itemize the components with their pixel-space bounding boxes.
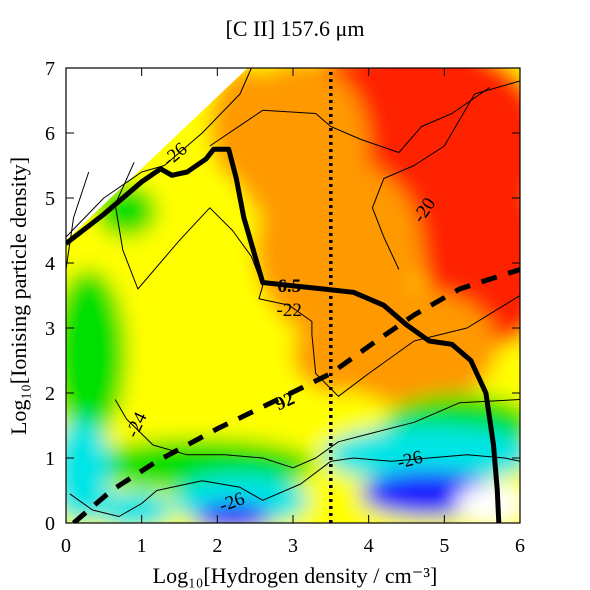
x-axis-ticks: 0 1 2 3 4 5 6 — [61, 68, 525, 557]
y-tick-label: 1 — [45, 448, 55, 470]
plot-area: -20-22-24-26-26-266.592 — [66, 68, 520, 523]
x-axis-label: Log₁₀[Hydrogen density / cm⁻³] — [153, 563, 438, 588]
y-tick-label: 2 — [45, 383, 55, 405]
heatmap-cell — [96, 490, 172, 523]
heatmap-cell — [96, 185, 157, 237]
heatmap-cell — [323, 425, 520, 484]
heatmap — [66, 68, 520, 523]
y-tick-label: 5 — [45, 188, 55, 210]
contour-line — [69, 454, 520, 517]
y-tick-label: 0 — [45, 513, 55, 535]
y-tick-label: 3 — [45, 318, 55, 340]
contour-lines — [66, 68, 520, 517]
x-tick-label: 4 — [364, 535, 374, 557]
contour-line — [114, 162, 520, 397]
heatmap-cell — [194, 502, 271, 523]
chart-title: [C II] 157.6 μm — [226, 16, 365, 41]
overlay-dashed-line — [71, 267, 520, 523]
y-axis-ticks: 0 1 2 3 4 5 6 7 — [45, 58, 520, 535]
heatmap-cell — [455, 484, 520, 523]
empty-region — [66, 68, 248, 241]
overlay-line — [66, 146, 502, 523]
y-tick-label: 7 — [45, 58, 55, 80]
contour-line — [209, 87, 490, 153]
y-tick-label: 4 — [45, 253, 55, 275]
x-tick-label: 1 — [137, 535, 147, 557]
x-tick-label: 5 — [439, 535, 449, 557]
heatmap-cell — [293, 315, 384, 393]
heatmap-cell — [66, 269, 127, 439]
contour-line — [114, 399, 520, 469]
x-tick-label: 0 — [61, 535, 71, 557]
contour-line — [66, 68, 252, 238]
overlay-lines — [66, 68, 520, 523]
contour-label: -22 — [277, 300, 302, 321]
overlay-label: 6.5 — [277, 276, 301, 297]
contour-line — [371, 80, 520, 270]
x-tick-label: 6 — [515, 535, 525, 557]
y-tick-label: 6 — [45, 123, 55, 145]
x-tick-label: 2 — [212, 535, 222, 557]
x-tick-label: 3 — [288, 535, 298, 557]
y-axis-label: Log₁₀[Ionising particle density] — [6, 157, 31, 435]
